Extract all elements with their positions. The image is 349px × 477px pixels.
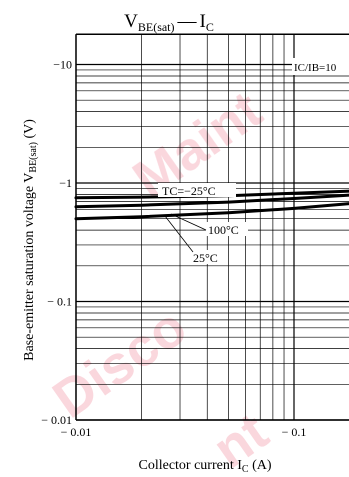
annotation-label: TC=−25°C xyxy=(162,184,216,198)
series-layer xyxy=(74,189,349,221)
axis-ticks: − 0.01− 0.1−1−10−1− 0.1− 0.01 xyxy=(41,58,307,440)
svg-text:IC/IB=10: IC/IB=10 xyxy=(294,62,337,74)
svg-text:Disco: Disco xyxy=(42,296,197,430)
annotation-label: 25°C xyxy=(193,251,218,265)
plot-frame xyxy=(75,33,349,421)
x-axis-label: Collector current IC (A) xyxy=(138,458,271,475)
y-axis-label: Base-emitter saturation voltage VBE(sat)… xyxy=(22,119,39,361)
condition-label: IC/IB=10 xyxy=(292,58,349,75)
annotation-bg xyxy=(191,250,225,264)
series-line-1 xyxy=(74,193,349,209)
x-tick-label: − 0.01 xyxy=(61,425,92,439)
x-tick-label: − 0.1 xyxy=(282,425,307,439)
series-line-2 xyxy=(74,202,349,221)
series-line-0 xyxy=(74,189,349,200)
y-tick-label: −1 xyxy=(59,176,72,190)
y-tick-label: − 0.01 xyxy=(41,413,72,427)
y-tick-label: − 0.1 xyxy=(47,295,72,309)
watermark: Maint Disco nt xyxy=(42,80,278,477)
annotation-layer: TC=−25°C 100°C 25°C xyxy=(158,183,248,265)
annotation-label: 100°C xyxy=(208,223,239,237)
chart-grid xyxy=(75,34,349,421)
chart-title: VBE(sat) — IC xyxy=(124,11,214,34)
leader-line xyxy=(164,215,194,253)
annotation-bg xyxy=(206,222,248,236)
leader-line xyxy=(170,213,207,231)
y-tick-label: −10 xyxy=(53,58,72,72)
annotation-bg xyxy=(158,183,236,197)
